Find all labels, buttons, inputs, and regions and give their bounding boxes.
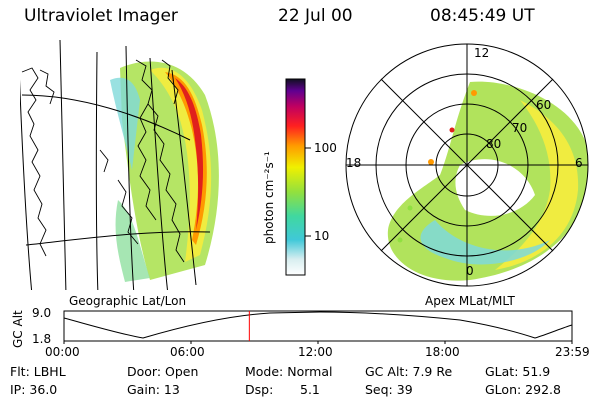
polar-mlt-6: 6 [575, 156, 583, 170]
altitude-curve [63, 311, 573, 339]
info-door: Door: Open [127, 364, 199, 379]
altitude-plot [63, 310, 573, 344]
observation-time: 08:45:49 UT [430, 6, 535, 26]
info-gc-alt: GC Alt: 7.9 Re [365, 364, 453, 379]
info-gain: Gain: 13 [127, 382, 180, 397]
info-glon: GLon: 292.8 [485, 382, 561, 397]
colorbar-tick-100: 100 [314, 141, 337, 155]
coastline-outlines [21, 59, 185, 263]
polar-mlt-0: 0 [466, 264, 474, 278]
altitude-ytick-high: 9.0 [32, 306, 52, 320]
altitude-xtick-1800: 18:00 [425, 345, 460, 359]
polar-grid [345, 43, 589, 287]
polar-plot [345, 43, 589, 287]
polar-lat-80: 80 [486, 137, 502, 151]
info-ip: IP: 36.0 [10, 382, 58, 397]
altitude-xtick-2359: 23:59 [555, 345, 590, 359]
aurora-oval-polar [387, 81, 588, 281]
info-dsp-label: Dsp: [245, 382, 274, 397]
altitude-xtick-0000: 00:00 [45, 345, 80, 359]
info-mode: Mode: Normal [245, 364, 333, 379]
altitude-x-ticks [63, 341, 573, 344]
polar-lat-60: 60 [536, 98, 552, 112]
info-dsp-value: 5.1 [300, 382, 320, 397]
info-seq: Seq: 39 [365, 382, 413, 397]
colorbar [285, 78, 306, 276]
altitude-plot-frame [63, 310, 573, 342]
right-panel-caption: Apex MLat/MLT [425, 294, 515, 308]
altitude-xtick-1200: 12:00 [298, 345, 333, 359]
info-filter: Flt: LBHL [10, 364, 66, 379]
instrument-title: Ultraviolet Imager [24, 6, 178, 26]
parallel-lines [21, 94, 211, 246]
left-panel-caption: Geographic Lat/Lon [69, 294, 187, 308]
colorbar-unit-label: photon cm⁻²s⁻¹ [262, 151, 276, 244]
aurora-band-geographic [110, 61, 219, 282]
polar-lat-70: 70 [512, 121, 528, 135]
altitude-ytick-low: 1.8 [32, 332, 52, 346]
polar-mlt-12: 12 [474, 46, 490, 60]
altitude-xtick-0600: 06:00 [170, 345, 205, 359]
colorbar-tick-10: 10 [314, 229, 330, 243]
polar-mlt-18: 18 [346, 156, 362, 170]
info-glat: GLat: 51.9 [485, 364, 551, 379]
observation-date: 22 Jul 00 [278, 6, 353, 26]
altitude-ylabel: GC Alt [11, 310, 25, 348]
geographic-map [20, 40, 219, 290]
